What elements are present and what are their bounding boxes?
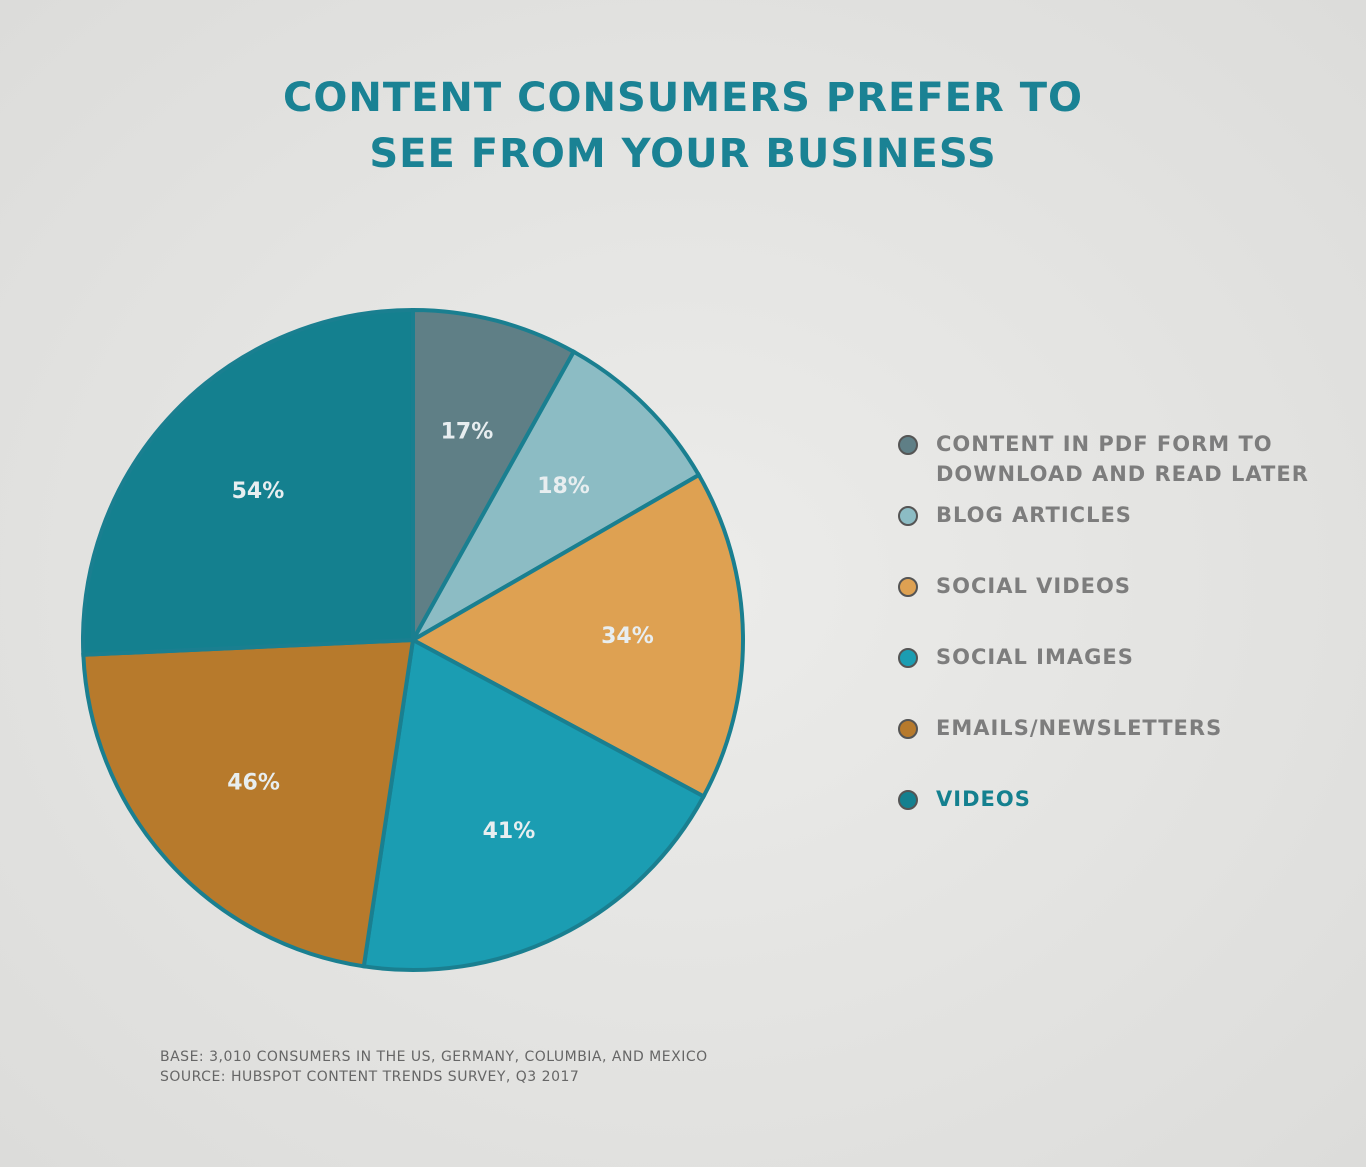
- legend-marker: [898, 577, 918, 597]
- pie-slice: [408, 472, 745, 800]
- pie-slice: [407, 349, 702, 646]
- data-label: 17%: [441, 419, 494, 444]
- legend-label: SOCIAL VIDEOS: [936, 574, 1131, 598]
- data-label: 18%: [537, 474, 590, 499]
- legend-marker: [898, 506, 918, 526]
- footnote: SOURCE: HUBSPOT CONTENT TRENDS SURVEY, Q…: [160, 1069, 580, 1085]
- legend: CONTENT IN PDF FORM TO DOWNLOAD AND READ…: [898, 432, 1318, 858]
- legend-label: SOCIAL IMAGES: [936, 645, 1134, 669]
- legend-item: SOCIAL IMAGES: [898, 645, 1318, 716]
- chart-title: CONTENT CONSUMERS PREFER TO SEE FROM YOU…: [282, 75, 1084, 177]
- footnotes: BASE: 3,010 CONSUMERS IN THE US, GERMANY…: [160, 1047, 708, 1087]
- legend-marker: [898, 435, 918, 455]
- legend-label: BLOG ARTICLES: [936, 503, 1132, 527]
- legend-label: CONTENT IN PDF FORM TO DOWNLOAD AND READ…: [936, 432, 1309, 486]
- legend-marker: [898, 790, 918, 810]
- chart: 17% 18% 34% 41% 46% 54%: [81, 307, 745, 972]
- legend-marker: [898, 648, 918, 668]
- pie-slice: [81, 307, 415, 657]
- legend-label: EMAILS/NEWSLETTERS: [936, 716, 1223, 740]
- legend-item: SOCIAL VIDEOS: [898, 574, 1318, 645]
- legend-item: BLOG ARTICLES: [898, 503, 1318, 574]
- legend-item: CONTENT IN PDF FORM TO DOWNLOAD AND READ…: [898, 432, 1318, 503]
- pie-slice: [411, 307, 577, 648]
- pie-slice: [81, 637, 416, 969]
- legend-marker: [898, 719, 918, 739]
- data-label: 54%: [232, 479, 285, 504]
- legend-item: VIDEOS: [898, 787, 1318, 858]
- data-label: 34%: [601, 624, 654, 649]
- pie-slice: [361, 636, 707, 972]
- legend-item: EMAILS/NEWSLETTERS: [898, 716, 1318, 787]
- data-label: 41%: [483, 819, 536, 844]
- legend-label: VIDEOS: [936, 787, 1031, 811]
- data-label: 46%: [227, 771, 280, 796]
- footnote: BASE: 3,010 CONSUMERS IN THE US, GERMANY…: [160, 1049, 708, 1065]
